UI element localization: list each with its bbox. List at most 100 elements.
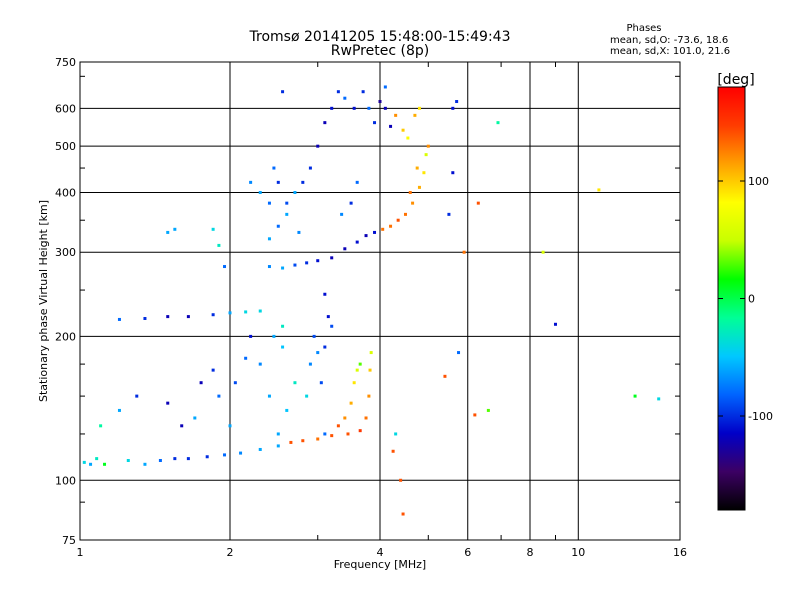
echo-point xyxy=(267,237,271,241)
echo-point xyxy=(355,368,359,372)
echo-point xyxy=(89,462,93,466)
echo-point xyxy=(199,381,203,385)
x-axis-label: Frequency [MHz] xyxy=(334,558,426,571)
echo-point xyxy=(323,292,327,296)
echo-point xyxy=(358,429,362,433)
echo-point xyxy=(413,113,417,117)
echo-point xyxy=(373,121,377,125)
echo-point xyxy=(281,90,285,94)
echo-point xyxy=(403,212,407,216)
echo-point xyxy=(424,153,428,157)
echo-point xyxy=(422,171,426,175)
echo-point xyxy=(426,144,430,148)
echo-point xyxy=(408,190,412,194)
echo-point xyxy=(383,85,387,89)
plot-frame xyxy=(79,61,681,541)
echo-point xyxy=(99,424,103,428)
y-tick-label: 750 xyxy=(55,56,76,69)
echo-point xyxy=(323,121,327,125)
echo-point xyxy=(343,247,347,251)
echo-point xyxy=(455,100,459,104)
echo-point xyxy=(228,311,232,315)
echo-point xyxy=(401,512,405,516)
echo-point xyxy=(391,449,395,453)
echo-point xyxy=(135,394,139,398)
echo-point xyxy=(368,368,372,372)
echo-point xyxy=(223,265,227,269)
echo-point xyxy=(323,345,327,349)
echo-point xyxy=(143,316,147,320)
echo-point xyxy=(657,397,661,401)
colorbar-unit-label: [deg] xyxy=(717,72,754,88)
echo-point xyxy=(276,444,280,448)
echo-point xyxy=(316,437,320,441)
echo-point xyxy=(330,106,334,110)
echo-point xyxy=(293,263,297,267)
echo-point xyxy=(205,455,209,459)
echo-point xyxy=(373,230,377,234)
echo-point xyxy=(389,124,393,128)
echo-point xyxy=(173,227,177,231)
echo-point xyxy=(297,230,301,234)
echo-point xyxy=(349,401,353,405)
echo-point xyxy=(541,250,545,254)
echo-point xyxy=(258,309,262,313)
echo-point xyxy=(267,265,271,269)
echo-point xyxy=(415,166,419,170)
echo-point xyxy=(244,310,248,314)
echo-point xyxy=(401,128,405,132)
echo-point xyxy=(381,227,385,231)
echo-point xyxy=(267,201,271,205)
echo-point xyxy=(364,234,368,238)
echo-point xyxy=(349,201,353,205)
x-tick-label: 8 xyxy=(527,546,534,559)
echo-point xyxy=(330,434,334,438)
echo-point xyxy=(301,439,305,443)
echo-point xyxy=(239,451,243,455)
echo-point xyxy=(406,136,410,140)
colorbar-ticks: 100 0 -100 xyxy=(718,175,773,423)
echo-point xyxy=(378,100,382,104)
echo-point xyxy=(597,188,601,192)
echo-point xyxy=(443,374,447,378)
echo-point xyxy=(272,334,276,338)
plot-grid xyxy=(79,61,681,541)
echo-point xyxy=(319,381,323,385)
echo-point xyxy=(186,315,190,319)
echo-point xyxy=(389,224,393,228)
echo-point xyxy=(476,201,480,205)
y-tick-label: 600 xyxy=(55,102,76,115)
echo-point xyxy=(343,416,347,420)
colorbar-tick-label: 0 xyxy=(748,293,755,306)
echo-point xyxy=(166,315,170,319)
echo-point xyxy=(417,185,421,189)
echo-point xyxy=(330,324,334,328)
echo-point xyxy=(281,266,285,270)
echo-point xyxy=(186,457,190,461)
echo-point xyxy=(364,416,368,420)
echo-point xyxy=(258,190,262,194)
echo-point xyxy=(301,180,305,184)
echo-point xyxy=(258,362,262,366)
echo-point xyxy=(143,462,147,466)
echo-point xyxy=(396,218,400,222)
echo-point xyxy=(336,90,340,94)
echo-point xyxy=(633,394,637,398)
echo-point xyxy=(316,259,320,263)
echo-point xyxy=(95,457,99,461)
echo-point xyxy=(369,351,373,355)
echo-point xyxy=(352,381,356,385)
echo-point xyxy=(312,334,316,338)
echo-point xyxy=(367,394,371,398)
stats-heading: Phases xyxy=(626,23,661,34)
echo-point xyxy=(223,453,227,457)
y-tick-label: 300 xyxy=(55,246,76,259)
echo-point xyxy=(308,362,312,366)
echo-point xyxy=(285,212,289,216)
echo-point xyxy=(267,394,271,398)
echo-point xyxy=(447,212,451,216)
echo-point xyxy=(399,478,403,482)
echo-point xyxy=(316,144,320,148)
echo-point xyxy=(249,334,253,338)
x-tick-label: 1 xyxy=(77,546,84,559)
